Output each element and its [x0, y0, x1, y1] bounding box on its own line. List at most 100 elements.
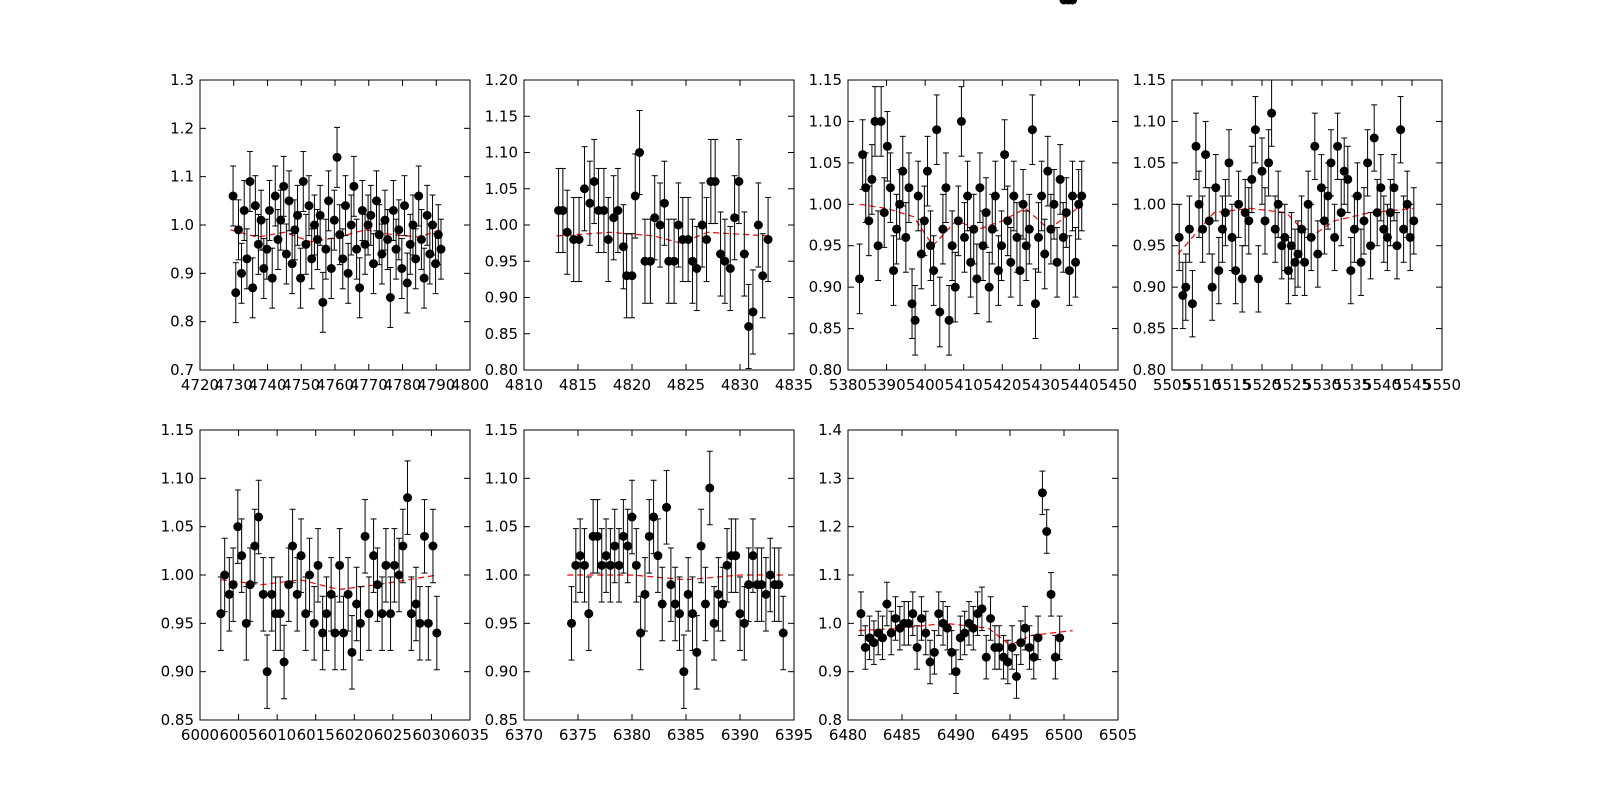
y-tick-label: 1.00	[485, 216, 518, 234]
data-point	[241, 618, 251, 628]
y-tick-label: 1.10	[485, 144, 518, 162]
y-tick-label: 0.95	[1133, 237, 1166, 255]
data-point	[1037, 488, 1047, 498]
data-point	[301, 239, 311, 249]
data-point	[860, 643, 870, 652]
x-tick-label: 6395	[775, 726, 813, 744]
data-point	[284, 580, 294, 590]
data-point	[1027, 125, 1037, 135]
y-tick-label: 1.05	[161, 518, 194, 536]
y-tick-label: 0.90	[809, 278, 842, 296]
y-tick-label: 0.80	[485, 361, 518, 379]
data-point	[1006, 257, 1016, 267]
data-point	[644, 531, 654, 541]
data-point	[1046, 589, 1056, 599]
data-point	[1250, 125, 1260, 135]
data-point	[423, 618, 433, 628]
data-point	[592, 531, 602, 541]
data-point	[231, 288, 241, 298]
y-tick-label: 1.10	[485, 469, 518, 487]
data-point	[692, 264, 702, 273]
x-tick-label: 5390	[867, 376, 905, 394]
data-point	[1399, 224, 1409, 234]
x-tick-label: 4720	[181, 376, 219, 394]
data-point	[757, 580, 767, 590]
data-point	[922, 166, 932, 176]
data-point	[1050, 652, 1060, 662]
x-tick-label: 4835	[775, 376, 813, 394]
data-point	[385, 293, 395, 302]
data-point	[267, 589, 277, 599]
data-point	[987, 224, 997, 234]
y-tick-label: 1.10	[1133, 112, 1166, 130]
data-point	[882, 599, 892, 609]
data-point	[1264, 158, 1274, 168]
data-point	[415, 618, 425, 628]
data-point	[1181, 282, 1191, 292]
data-point	[1018, 199, 1028, 209]
data-point	[718, 599, 728, 609]
data-point	[1333, 141, 1343, 151]
x-tick-label: 6370	[505, 726, 543, 744]
data-point	[1273, 199, 1283, 209]
data-point	[338, 254, 348, 264]
data-point	[941, 183, 951, 193]
data-point	[1042, 527, 1052, 536]
data-point	[599, 206, 609, 215]
data-point	[1030, 299, 1040, 309]
data-point	[913, 191, 923, 201]
data-point	[739, 618, 749, 628]
data-point	[605, 560, 615, 570]
data-point	[1389, 183, 1399, 193]
data-point	[220, 570, 230, 580]
data-point	[1227, 232, 1237, 242]
data-point	[1313, 249, 1323, 259]
x-tick-label: 4770	[350, 376, 388, 394]
y-tick-label: 1.05	[485, 180, 518, 198]
data-point	[966, 257, 976, 267]
data-point	[1260, 216, 1270, 226]
y-tick-label: 1.20	[485, 71, 518, 89]
data-point	[960, 628, 970, 638]
data-point	[739, 249, 749, 259]
data-point	[411, 599, 421, 609]
data-point	[1257, 166, 1267, 176]
data-point	[635, 148, 645, 157]
data-point	[237, 268, 247, 278]
data-point	[304, 201, 314, 211]
data-point	[318, 297, 328, 307]
data-point	[895, 199, 905, 209]
data-point	[352, 599, 362, 609]
data-point	[1330, 232, 1340, 242]
data-point	[630, 191, 640, 201]
data-point	[1033, 633, 1043, 643]
y-tick-label: 0.90	[161, 663, 194, 681]
data-point	[400, 201, 410, 211]
x-tick-label: 5520	[1243, 376, 1281, 394]
x-tick-label: 5515	[1213, 376, 1251, 394]
subplot-3: 5380 5390 5400 5410 5420 5430 5440 5450 0.80 0.85…	[809, 71, 1138, 394]
data-point	[1016, 638, 1026, 648]
x-tick-label: 4780	[383, 376, 421, 394]
data-point	[929, 266, 939, 276]
data-point	[942, 623, 952, 633]
data-point	[1011, 672, 1021, 681]
data-point	[1310, 141, 1320, 151]
data-point	[657, 599, 667, 609]
data-point	[287, 259, 297, 269]
data-point	[372, 196, 382, 206]
data-point	[292, 589, 302, 599]
x-tick-label: 5440	[1060, 376, 1098, 394]
data-point	[1217, 224, 1227, 234]
data-point	[720, 256, 730, 266]
data-point	[1024, 224, 1034, 234]
axes-frame	[1171, 79, 1443, 371]
x-tick-label: 4790	[417, 376, 455, 394]
data-point	[673, 220, 683, 230]
data-point	[1376, 183, 1386, 193]
x-tick-label: 6030	[412, 726, 450, 744]
data-point	[994, 643, 1004, 652]
data-point	[1405, 232, 1415, 242]
data-point	[265, 206, 275, 215]
